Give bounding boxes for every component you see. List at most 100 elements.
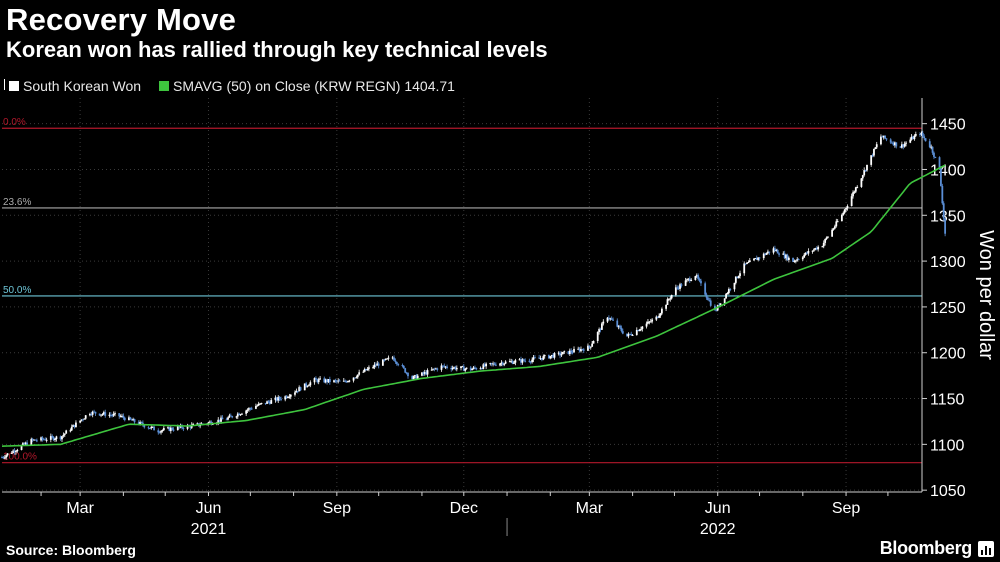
candle-body (825, 237, 828, 240)
candle-body (531, 359, 534, 363)
candle-body (285, 396, 288, 398)
candle-body (227, 417, 229, 420)
candle-body (889, 139, 892, 143)
candle-body (725, 293, 727, 299)
candle-body (443, 365, 446, 367)
candle-body (630, 334, 633, 336)
candle-body (561, 351, 564, 355)
candle-body (617, 325, 620, 327)
candle-body (51, 436, 54, 438)
candle-body (520, 359, 522, 363)
candle-body (734, 276, 737, 283)
candle-body (856, 186, 859, 188)
candle-body (143, 425, 146, 428)
candle-body (246, 409, 249, 411)
candle-body (386, 358, 388, 360)
brand-logo: Bloomberg (879, 538, 973, 558)
candle-body (504, 361, 507, 364)
candle-body (323, 378, 326, 383)
candle-body (34, 439, 37, 441)
candle-body (715, 310, 718, 312)
legend-label-sma: SMAVG (50) on Close (KRW REGN) 1404.71 (173, 78, 455, 94)
y-tick-label: 1050 (930, 483, 966, 500)
candle-body (94, 411, 97, 414)
candle-body (494, 364, 497, 366)
candle-body (118, 413, 121, 417)
candle-body (52, 436, 55, 441)
candle-body (128, 417, 130, 421)
candle-body (843, 209, 846, 213)
candle-body (211, 424, 214, 426)
candle-body (374, 364, 377, 366)
candle-body (268, 401, 271, 404)
candle-body (831, 229, 834, 237)
candle-body (902, 144, 905, 147)
candle-body (764, 253, 767, 255)
candle-body (875, 144, 878, 148)
candle-body (426, 370, 429, 375)
candle-body (24, 442, 27, 445)
candle-body (270, 400, 273, 404)
candle-body (220, 417, 222, 422)
candle-body (563, 351, 566, 353)
candle-body (920, 132, 923, 135)
candle-body (123, 417, 126, 421)
candle-body (366, 368, 369, 371)
candle-body (938, 157, 941, 169)
candle-body (132, 419, 135, 421)
candle-body (248, 408, 250, 410)
candle-body (358, 372, 361, 375)
candle-body (65, 430, 68, 434)
candle-body (910, 136, 913, 140)
candle-body (832, 228, 835, 230)
candle-body (303, 383, 306, 391)
candle-body (637, 330, 640, 332)
candle-body (338, 380, 341, 382)
candle-body (393, 357, 395, 361)
candle-body (676, 287, 679, 289)
candle-body (49, 436, 52, 440)
candle-body (335, 380, 338, 382)
candle-body (354, 377, 356, 379)
candle-body (674, 287, 677, 295)
candle-body (679, 284, 681, 289)
candle-body (328, 379, 331, 383)
candle-body (93, 411, 95, 413)
x-tick-label: Jun (705, 500, 731, 517)
candle-body (63, 433, 66, 435)
candle-body (592, 340, 595, 344)
candle-body (267, 401, 270, 403)
candle-body (259, 403, 262, 405)
candle-body (895, 142, 898, 147)
candle-body (863, 170, 866, 176)
candle-body (570, 350, 573, 353)
candle-body (543, 355, 546, 357)
candle-body (522, 359, 525, 361)
candle-body (441, 365, 444, 367)
candle-body (648, 321, 651, 323)
legend-swatch-sma (159, 81, 170, 91)
candle-body (147, 427, 150, 429)
candle-body (440, 365, 443, 370)
candle-body (199, 425, 202, 427)
candle-body (462, 366, 465, 371)
candle-body (79, 420, 82, 423)
candle-body (278, 397, 281, 399)
candle-body (511, 361, 514, 364)
candle-body (521, 359, 524, 363)
candle-body (129, 417, 132, 420)
candle-body (119, 416, 122, 418)
candle-body (298, 387, 301, 392)
candle-body (101, 414, 104, 416)
candle-body (35, 440, 38, 442)
candle-body (391, 357, 394, 359)
candle-body (655, 316, 658, 320)
candle-body (425, 372, 428, 375)
candle-body (377, 363, 380, 366)
candle-body (806, 252, 808, 254)
source-note: Source: Bloomberg (6, 542, 136, 558)
candle-body (785, 254, 787, 259)
candle-body (296, 390, 299, 392)
candle-body (705, 294, 708, 298)
